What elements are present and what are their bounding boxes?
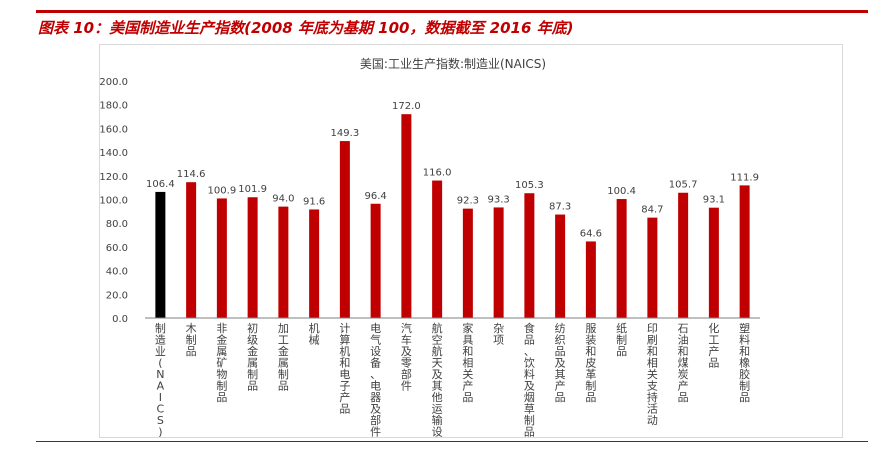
y-tick-label: 100.0 <box>100 196 128 207</box>
bar <box>524 193 535 318</box>
value-label: 91.6 <box>303 196 325 207</box>
value-label: 172.0 <box>392 101 421 112</box>
value-label: 92.3 <box>457 196 479 207</box>
bar <box>555 214 566 318</box>
y-tick-label: 160.0 <box>100 124 128 135</box>
bar <box>616 199 627 318</box>
bars <box>155 114 750 319</box>
x-axis-labels: 制造业(N A I C S) 木制品 非金属矿物制品 初级金属制品 加工金属制品 机械 计算机和电子… <box>155 321 750 449</box>
x-tick-label: 化工产品 <box>708 321 719 370</box>
bar <box>309 209 320 318</box>
value-label: 94.0 <box>272 194 294 205</box>
bar-chart: 美国:工业生产指数:制造业(NAICS) 0.0 20.0 40.0 60.0 80.0… <box>99 56 760 449</box>
x-tick-label: 非金属矿物制品 <box>216 322 227 404</box>
x-tick-label: 电气设备、电器及部件 <box>370 322 381 437</box>
x-tick-label: 制造业(N A I C S) <box>155 322 166 437</box>
y-tick-label: 60.0 <box>106 243 128 254</box>
y-tick-label: 20.0 <box>106 290 128 301</box>
value-label: 114.6 <box>177 169 206 180</box>
chart-title: 美国:工业生产指数:制造业(NAICS) <box>360 56 546 71</box>
value-label: 101.9 <box>238 184 267 195</box>
y-axis: 0.0 20.0 40.0 60.0 80.0 100.0 120.0 140.0 160.0 1… <box>99 77 128 325</box>
x-tick-label: 石油和煤炭产品 <box>678 322 689 404</box>
y-tick-label: 0.0 <box>112 314 128 325</box>
value-label: 64.6 <box>580 228 602 239</box>
value-label: 96.4 <box>364 191 386 202</box>
bar <box>186 182 197 318</box>
value-label: 84.7 <box>641 205 663 216</box>
bar <box>155 191 166 318</box>
x-tick-label: 计算机和电子产品 <box>339 322 350 416</box>
x-tick-label: 汽车及零部件 <box>401 321 412 393</box>
x-tick-label: 初级金属制品 <box>247 321 258 393</box>
bar <box>462 208 473 318</box>
x-tick-label: 杂项 <box>493 322 504 347</box>
bar <box>401 114 412 319</box>
x-tick-label: 机械 <box>309 321 320 347</box>
value-label: 106.4 <box>146 179 175 190</box>
bar <box>339 141 350 318</box>
y-tick-label: 120.0 <box>100 172 128 183</box>
bar <box>647 217 658 318</box>
y-tick-label: 180.0 <box>100 101 128 112</box>
y-tick-label: 140.0 <box>100 148 128 159</box>
x-tick-label: 家具和相关产品 <box>462 321 473 404</box>
x-tick-label: 印刷和相关支持活动 <box>647 322 658 427</box>
bar <box>432 180 443 318</box>
x-tick-label: 纺织品及其产品 <box>555 321 566 404</box>
y-tick-label: 40.0 <box>106 267 128 278</box>
bottom-rule <box>36 441 868 442</box>
x-tick-label: 塑料和橡胶制品 <box>739 321 750 404</box>
value-label: 116.0 <box>423 168 452 179</box>
x-tick-label: 纸制品 <box>616 322 627 358</box>
x-tick-label: 航空航天及其他运输设备 <box>432 321 443 437</box>
x-tick-label: 加工金属制品 <box>278 322 289 393</box>
bar <box>493 207 504 318</box>
y-tick-label: 80.0 <box>106 219 128 230</box>
bar <box>708 207 719 318</box>
chart-frame: 美国:工业生产指数:制造业(NAICS) 0.0 20.0 40.0 60.0 80.0… <box>99 44 843 449</box>
bar <box>678 192 689 318</box>
y-tick-label: 200.0 <box>100 77 128 88</box>
bar <box>739 185 750 318</box>
value-label: 100.4 <box>607 186 636 197</box>
value-label: 100.9 <box>208 185 237 196</box>
value-label: 105.7 <box>669 180 698 191</box>
bar <box>370 203 381 318</box>
bar <box>247 197 258 318</box>
value-label: 93.1 <box>703 195 725 206</box>
value-label: 149.3 <box>331 128 360 139</box>
x-tick-label: 服装和皮革制品 <box>585 322 596 404</box>
title-top-rule <box>36 10 868 13</box>
bar <box>585 241 596 318</box>
bar <box>216 198 227 318</box>
value-label: 87.3 <box>549 202 571 213</box>
value-label: 105.3 <box>515 180 544 191</box>
x-tick-label: 木制品 <box>186 322 197 358</box>
bar <box>278 206 289 318</box>
x-tick-label: 食品、饮料及烟草制品 <box>524 321 535 437</box>
value-label: 93.3 <box>487 194 509 205</box>
value-label: 111.9 <box>730 172 759 183</box>
figure-title: 图表 10：美国制造业生产指数(2008 年底为基期 100，数据截至 2016… <box>38 19 574 37</box>
